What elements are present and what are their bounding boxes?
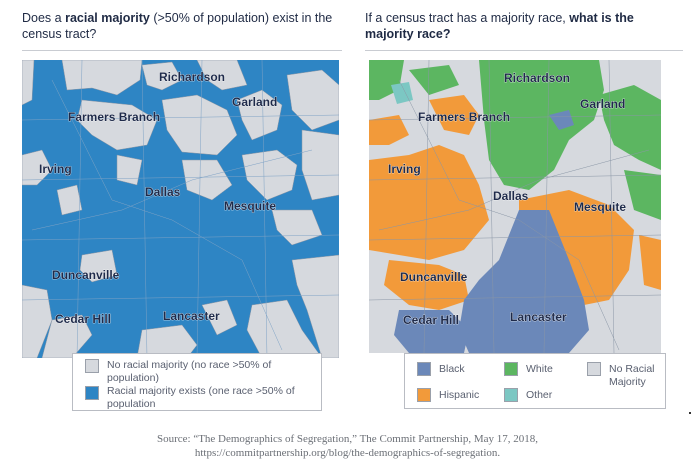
city-label-farmers-branch: Farmers Branch [68, 110, 160, 124]
tract-boundaries [369, 60, 661, 353]
left-majority-map: Richardson Garland Farmers Branch Irving… [22, 60, 339, 358]
legend-label-no-majority: No Racial Majority [609, 363, 655, 388]
legend-swatch-no-majority [587, 362, 601, 376]
legend-swatch-no-majority [85, 359, 99, 373]
city-label-lancaster: Lancaster [510, 310, 567, 324]
left-map-title: Does a racial majority (>50% of populati… [22, 11, 333, 41]
stray-dot [689, 412, 691, 414]
legend-label-no-majority: No racial majority (no race >50% of popu… [107, 359, 272, 384]
legend-label-hispanic: Hispanic [439, 389, 480, 401]
city-label-cedar-hill: Cedar Hill [55, 312, 111, 326]
no-majority-tracts [22, 60, 339, 358]
city-label-mesquite: Mesquite [224, 199, 276, 213]
city-label-farmers-branch: Farmers Branch [418, 110, 510, 124]
city-label-cedar-hill: Cedar Hill [403, 313, 459, 327]
city-label-lancaster: Lancaster [163, 309, 220, 323]
city-label-richardson: Richardson [504, 71, 570, 85]
city-label-duncanville: Duncanville [400, 270, 468, 284]
right-map-title: If a census tract has a majority race, w… [365, 11, 634, 41]
tract-boundaries [22, 60, 339, 358]
city-label-dallas: Dallas [493, 189, 529, 203]
right-title-divider [365, 50, 683, 51]
city-label-irving: Irving [39, 162, 72, 176]
legend-label-black: Black [439, 363, 465, 375]
city-label-dallas: Dallas [145, 185, 181, 199]
city-label-mesquite: Mesquite [574, 200, 626, 214]
city-label-irving: Irving [388, 162, 421, 176]
source-citation-line1: Source: “The Demographics of Segregation… [156, 433, 539, 445]
legend-swatch-other [504, 388, 518, 402]
left-map-legend: No racial majority (no race >50% of popu… [72, 353, 322, 411]
city-label-richardson: Richardson [159, 70, 225, 84]
city-label-duncanville: Duncanville [52, 268, 120, 282]
legend-label-majority: Racial majority exists (one race >50% of… [107, 385, 295, 410]
city-label-garland: Garland [232, 95, 277, 109]
other-tracts [391, 82, 413, 104]
black-tracts [394, 110, 589, 353]
legend-label-white: White [526, 363, 553, 375]
legend-swatch-black [417, 362, 431, 376]
legend-swatch-majority [85, 386, 99, 400]
hispanic-tracts [369, 95, 661, 310]
right-map-legend: Black White No Racial Majority Hispanic … [404, 353, 666, 409]
left-title-divider [22, 50, 342, 51]
legend-swatch-white [504, 362, 518, 376]
city-label-garland: Garland [580, 97, 625, 111]
legend-swatch-hispanic [417, 388, 431, 402]
right-majority-race-map: Richardson Garland Farmers Branch Irving… [369, 60, 661, 353]
legend-label-other: Other [526, 389, 553, 401]
source-citation-url[interactable]: https://commitpartnership.org/blog/the-d… [194, 447, 501, 459]
